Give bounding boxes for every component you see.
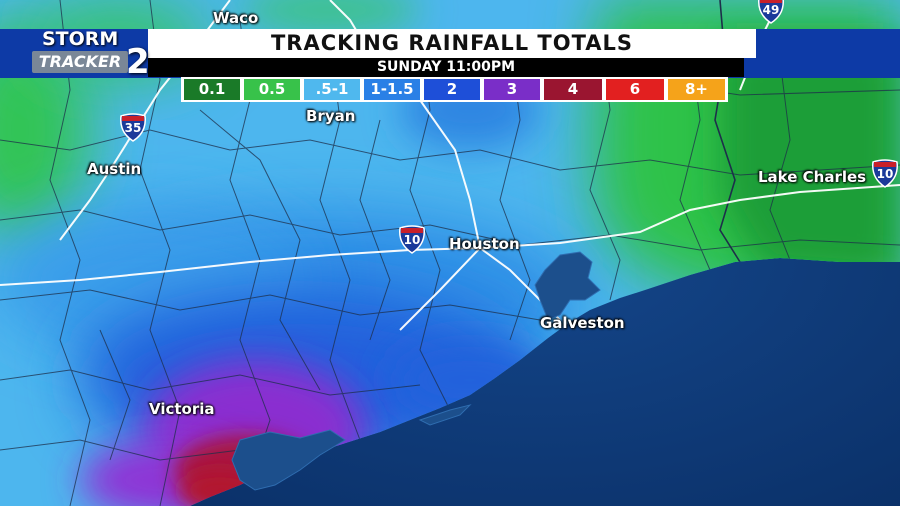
city-label-austin: Austin bbox=[87, 160, 142, 178]
timestamp-label: SUNDAY 11:00PM bbox=[376, 59, 516, 75]
city-label-victoria: Victoria bbox=[149, 400, 215, 418]
rainfall-legend: 0.1 0.5 .5-1 1-1.5 2 3 4 6 8+ bbox=[181, 77, 728, 102]
legend-item-4: 4 bbox=[544, 79, 602, 100]
legend-item-0.5: 0.5 bbox=[244, 79, 300, 100]
interstate-shield-icon: 35 bbox=[118, 112, 148, 142]
subtitle-bar: SUNDAY 11:00PM bbox=[148, 58, 744, 77]
interstate-shield-icon: 49 bbox=[756, 0, 786, 24]
matagorda-bay bbox=[231, 429, 346, 491]
interstate-shield-icon: 10 bbox=[870, 158, 900, 188]
legend-item-1-1.5: 1-1.5 bbox=[364, 79, 420, 100]
legend-item-3: 3 bbox=[484, 79, 540, 100]
page-title: TRACKING RAINFALL TOTALS bbox=[270, 31, 634, 55]
shield-number: 10 bbox=[403, 233, 421, 247]
logo-line1: STORM bbox=[42, 28, 119, 50]
legend-item-2: 2 bbox=[424, 79, 480, 100]
legend-item-6: 6 bbox=[606, 79, 664, 100]
city-label-bryan: Bryan bbox=[306, 107, 356, 125]
logo-number: 2 bbox=[126, 42, 150, 82]
bays bbox=[231, 251, 601, 491]
interstate-shield-icon: 10 bbox=[397, 224, 427, 254]
shield-number: 10 bbox=[876, 167, 894, 181]
shield-number: 35 bbox=[124, 121, 142, 135]
shield-number: 49 bbox=[762, 3, 780, 17]
title-box: TRACKING RAINFALL TOTALS bbox=[148, 29, 756, 58]
logo-line2: TRACKER bbox=[32, 51, 128, 73]
storm-tracker-logo: STORM TRACKER 2 bbox=[28, 28, 158, 82]
city-label-lake-charles: Lake Charles bbox=[758, 168, 867, 186]
legend-item-0.5-1: .5-1 bbox=[304, 79, 360, 100]
galveston-bay bbox=[534, 251, 601, 321]
city-label-houston: Houston bbox=[449, 235, 520, 253]
legend-item-8-plus: 8+ bbox=[668, 79, 725, 100]
city-label-galveston: Galveston bbox=[540, 314, 625, 332]
city-label-waco: Waco bbox=[213, 9, 259, 27]
legend-item-0.1: 0.1 bbox=[184, 79, 240, 100]
